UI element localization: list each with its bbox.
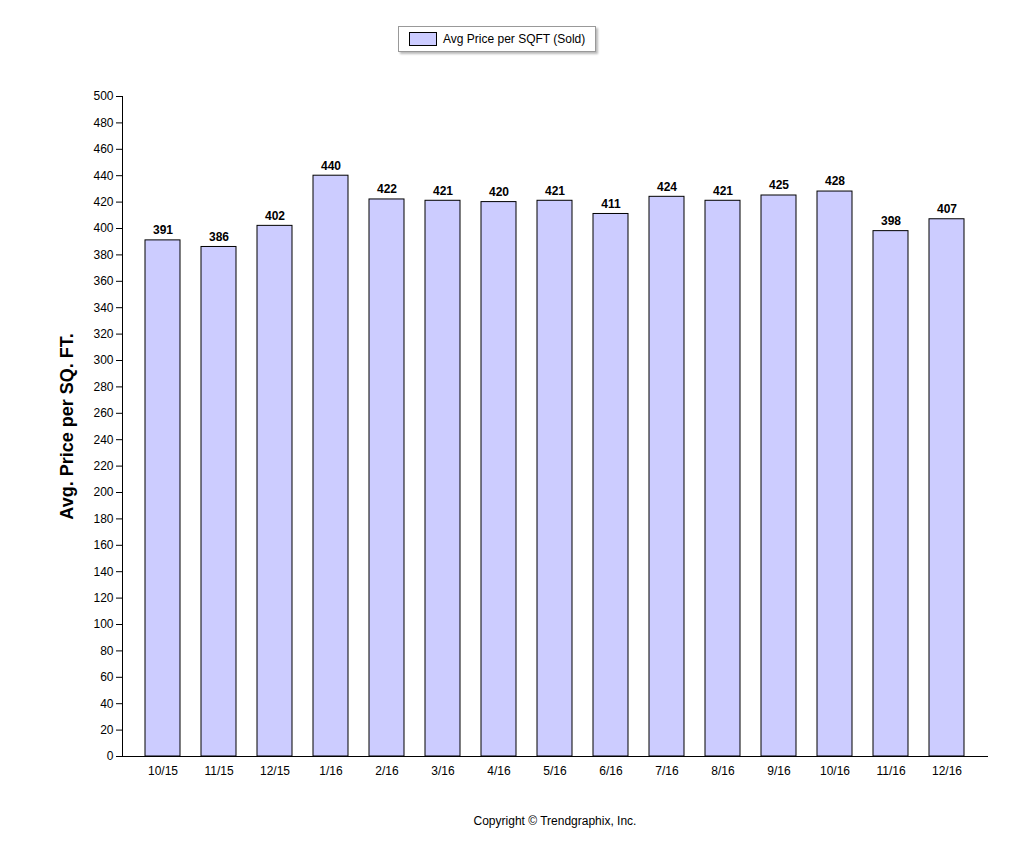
svg-text:421: 421 [713, 184, 733, 198]
svg-text:100: 100 [93, 617, 113, 631]
svg-text:400: 400 [93, 221, 113, 235]
svg-text:340: 340 [93, 301, 113, 315]
svg-text:10/15: 10/15 [148, 764, 178, 778]
svg-text:320: 320 [93, 327, 113, 341]
svg-text:7/16: 7/16 [655, 764, 679, 778]
svg-text:5/16: 5/16 [543, 764, 567, 778]
html-text:Avg Price per SQFT (Sold): Avg Price per SQFT (Sold) [443, 32, 586, 46]
svg-text:10/16: 10/16 [820, 764, 850, 778]
svg-text:220: 220 [93, 459, 113, 473]
svg-text:398: 398 [881, 214, 901, 228]
svg-text:440: 440 [321, 159, 341, 173]
svg-text:2/16: 2/16 [375, 764, 399, 778]
svg-text:428: 428 [825, 174, 845, 188]
svg-text:300: 300 [93, 353, 113, 367]
svg-text:460: 460 [93, 142, 113, 156]
svg-text:12/16: 12/16 [932, 764, 962, 778]
svg-text:421: 421 [545, 184, 565, 198]
svg-text:180: 180 [93, 512, 113, 526]
svg-text:480: 480 [93, 116, 113, 130]
svg-text:9/16: 9/16 [767, 764, 791, 778]
svg-text:8/16: 8/16 [711, 764, 735, 778]
svg-text:422: 422 [377, 182, 397, 196]
svg-text:20: 20 [100, 723, 114, 737]
svg-text:386: 386 [209, 230, 229, 244]
svg-text:391: 391 [153, 223, 173, 237]
svg-text:4/16: 4/16 [487, 764, 511, 778]
svg-text:402: 402 [265, 209, 285, 223]
svg-text:Avg. Price per SQ. FT.: Avg. Price per SQ. FT. [57, 333, 77, 519]
svg-text:1/16: 1/16 [319, 764, 343, 778]
svg-text:140: 140 [93, 565, 113, 579]
svg-text:0: 0 [107, 749, 114, 763]
svg-text:240: 240 [93, 433, 113, 447]
svg-text:360: 360 [93, 274, 113, 288]
svg-text:3/16: 3/16 [431, 764, 455, 778]
svg-text:200: 200 [93, 485, 113, 499]
svg-text:425: 425 [769, 178, 789, 192]
svg-text:120: 120 [93, 591, 113, 605]
svg-text:440: 440 [93, 169, 113, 183]
svg-text:160: 160 [93, 538, 113, 552]
svg-text:420: 420 [489, 185, 509, 199]
svg-text:11/15: 11/15 [204, 764, 233, 778]
svg-text:260: 260 [93, 406, 113, 420]
svg-text:40: 40 [100, 697, 114, 711]
svg-text:407: 407 [937, 202, 957, 216]
svg-text:60: 60 [100, 670, 114, 684]
svg-text:80: 80 [100, 644, 114, 658]
svg-text:411: 411 [601, 197, 621, 211]
svg-text:424: 424 [657, 180, 677, 194]
svg-text:12/15: 12/15 [260, 764, 290, 778]
html-text:Copyright © Trendgraphix, Inc.: Copyright © Trendgraphix, Inc. [473, 814, 637, 828]
svg-text:420: 420 [93, 195, 113, 209]
svg-text:380: 380 [93, 248, 113, 262]
svg-text:500: 500 [93, 89, 113, 103]
svg-text:6/16: 6/16 [599, 764, 623, 778]
svg-text:280: 280 [93, 380, 113, 394]
svg-text:11/16: 11/16 [876, 764, 905, 778]
svg-text:421: 421 [433, 184, 453, 198]
